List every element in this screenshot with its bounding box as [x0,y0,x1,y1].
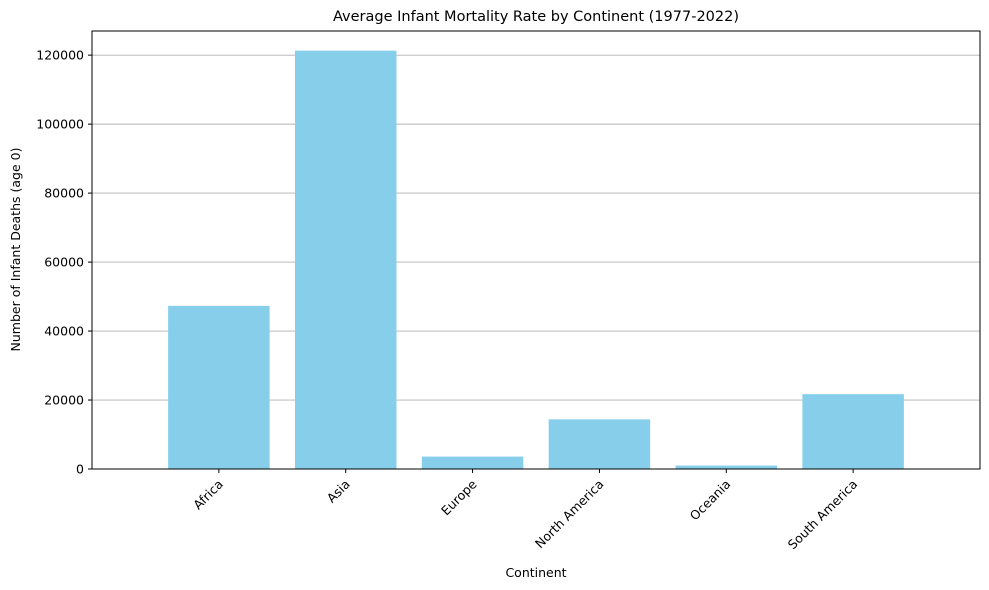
x-axis-ticks: Africa Asia Europe North America Oceania Sout… [190,469,860,552]
x-tick-label: South America [785,477,861,553]
y-tick-label: 20000 [44,393,84,408]
bar-oceania [675,465,778,469]
bar-north-america [548,419,651,469]
bar-africa [168,305,270,469]
x-axis-label: Continent [505,565,566,580]
bar-south-america [802,394,904,469]
x-tick-label: North America [532,477,607,552]
x-tick-label: Oceania [687,477,734,524]
bar-europe [421,456,524,469]
y-tick-label: 60000 [44,255,84,270]
y-tick-label: 100000 [36,117,84,132]
y-axis-label: Number of Infant Deaths (age 0) [8,148,23,352]
y-tick-label: 120000 [36,48,84,63]
x-tick-label: Africa [190,477,226,513]
y-tick-label: 80000 [44,186,84,201]
x-tick-label: Europe [438,476,480,518]
y-tick-label: 0 [76,462,84,477]
bars [168,50,904,470]
chart-title: Average Infant Mortality Rate by Contine… [333,9,739,25]
y-axis-ticks: 0 20000 40000 60000 80000 100000 120000 [36,48,92,477]
x-tick-label: Asia [324,477,353,506]
bar-asia [294,50,397,470]
y-tick-label: 40000 [44,324,84,339]
plot-frame [91,30,981,470]
